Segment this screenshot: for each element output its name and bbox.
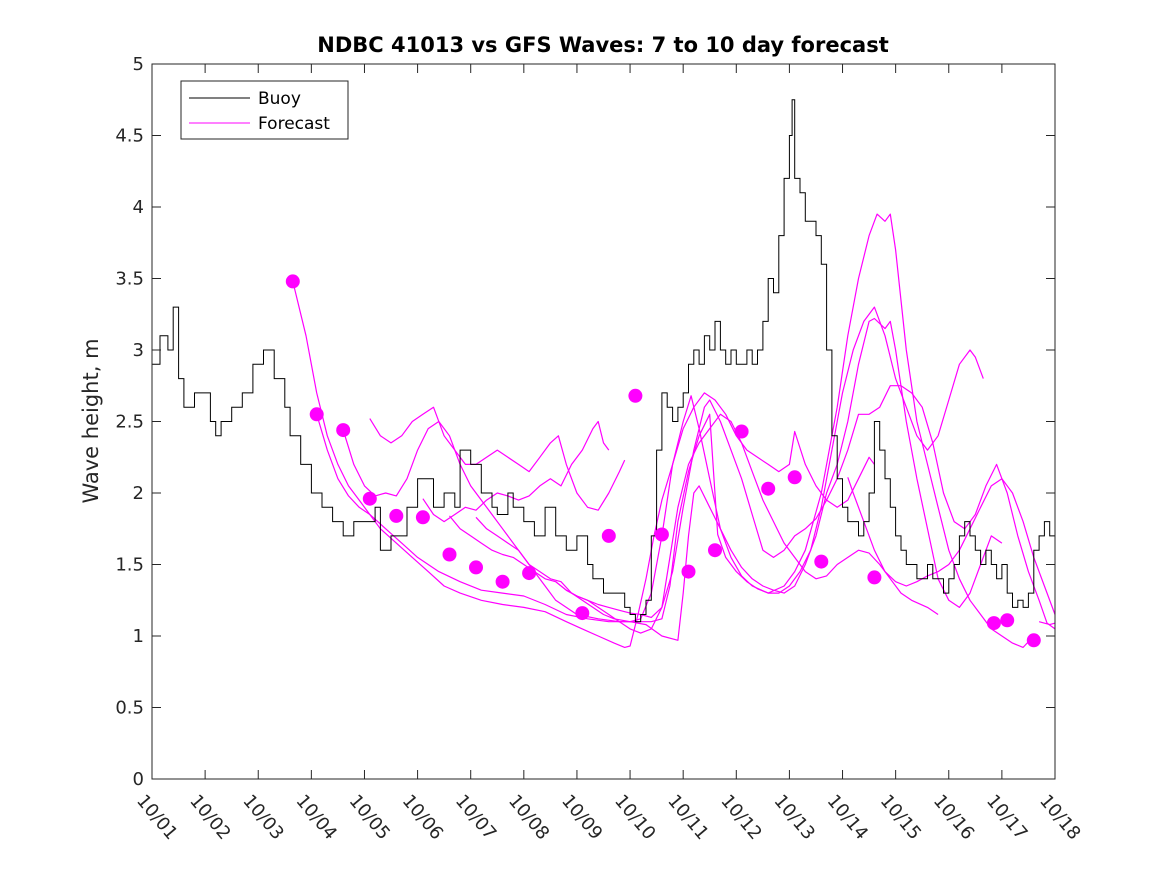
forecast-marker xyxy=(787,470,802,485)
y-tick-label: 2 xyxy=(133,483,144,504)
y-axis: 0 0.5 1 1.5 2 2.5 3 3.5 4 4.5 5 xyxy=(115,54,1055,790)
forecast-marker xyxy=(654,527,669,542)
y-tick-label: 1.5 xyxy=(115,555,144,576)
plot-area xyxy=(152,64,1055,779)
forecast-marker xyxy=(309,407,324,422)
forecast-marker xyxy=(469,560,483,575)
forecast-marker xyxy=(285,274,300,289)
forecast-marker xyxy=(601,528,616,543)
forecast-marker xyxy=(761,481,776,496)
forecast-line-4 xyxy=(369,406,626,511)
y-tick-label: 0.5 xyxy=(115,698,144,719)
forecast-line-10 xyxy=(1038,621,1055,626)
forecast-marker xyxy=(681,564,696,579)
forecast-marker xyxy=(362,491,377,506)
y-tick-label: 3 xyxy=(133,340,144,361)
forecast-marker xyxy=(575,606,590,621)
legend-buoy-label: Buoy xyxy=(258,89,301,109)
forecast-marker xyxy=(986,616,1001,631)
forecast-marker xyxy=(708,543,722,558)
series-layer xyxy=(152,99,1055,648)
legend-forecast-label: Forecast xyxy=(258,114,330,134)
buoy-line xyxy=(152,99,1055,623)
forecast-line-5 xyxy=(422,420,610,523)
forecast-marker xyxy=(336,423,351,438)
y-tick-label: 5 xyxy=(133,54,144,75)
forecast-marker xyxy=(1000,613,1015,628)
legend: Buoy Forecast xyxy=(180,80,349,140)
y-tick-label: 4.5 xyxy=(115,126,144,147)
forecast-marker xyxy=(415,510,430,525)
forecast-marker xyxy=(867,570,882,585)
y-tick-label: 0 xyxy=(133,769,144,790)
forecast-line-2 xyxy=(316,213,1035,648)
legend-box xyxy=(180,80,349,140)
y-tick-label: 3.5 xyxy=(115,269,144,290)
y-tick-label: 2.5 xyxy=(115,412,144,433)
forecast-marker xyxy=(442,547,457,562)
forecast-marker xyxy=(1026,633,1041,648)
forecast-line-3 xyxy=(342,306,984,623)
y-axis-label: Wave height, m xyxy=(79,338,103,503)
y-tick-label: 4 xyxy=(133,197,144,218)
y-tick-label: 1 xyxy=(133,626,144,647)
forecast-marker xyxy=(814,554,829,569)
forecast-marker xyxy=(495,574,510,589)
forecast-line-8 xyxy=(555,385,1055,634)
marker-layer xyxy=(285,274,1041,648)
forecast-line-7 xyxy=(475,317,1003,641)
forecast-marker xyxy=(628,388,643,403)
forecast-marker xyxy=(389,508,404,523)
forecast-marker xyxy=(522,566,537,581)
chart-title: NDBC 41013 vs GFS Waves: 7 to 10 day for… xyxy=(317,33,888,57)
forecast-marker xyxy=(734,424,749,439)
